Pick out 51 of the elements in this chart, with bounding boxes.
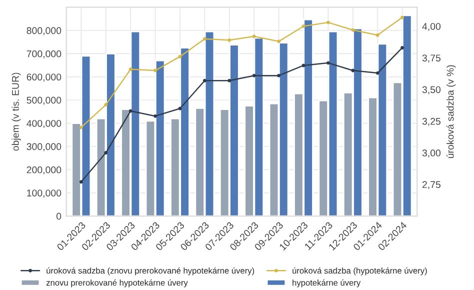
point xyxy=(202,78,206,82)
legend-label: znovu prerokované hypotekárne úvery xyxy=(46,279,188,288)
point xyxy=(302,64,306,68)
point xyxy=(351,68,355,72)
y-tick-label: 200,000 xyxy=(26,166,62,174)
point xyxy=(302,24,306,28)
point xyxy=(202,37,206,41)
point xyxy=(400,16,404,20)
point xyxy=(277,74,281,78)
y-tick-label: 0 xyxy=(56,212,62,220)
point xyxy=(178,106,182,110)
point xyxy=(79,180,83,184)
y-tick-label: 400,000 xyxy=(26,120,62,128)
point xyxy=(252,74,256,78)
point xyxy=(252,34,256,38)
point xyxy=(228,78,232,82)
point xyxy=(154,68,158,72)
line-series xyxy=(79,46,404,184)
point xyxy=(326,20,330,24)
point xyxy=(326,61,330,65)
point xyxy=(104,102,108,106)
point xyxy=(376,33,380,37)
y-tick-label: 800,000 xyxy=(26,27,62,36)
point xyxy=(154,114,158,118)
y2-tick-label: 3,50 xyxy=(422,86,441,94)
point xyxy=(104,151,108,155)
y2-tick-label: 3,75 xyxy=(422,54,440,63)
y2-tick-label: 3,00 xyxy=(422,150,441,158)
point xyxy=(277,40,281,44)
y-tick-label: 700,000 xyxy=(26,50,62,58)
y2-tick-label: 2,75 xyxy=(422,181,440,190)
y-tick-label: 300,000 xyxy=(26,143,62,152)
legend-label: hypotekárne úvery xyxy=(292,279,361,288)
y2-tick-label: 4,00 xyxy=(422,22,441,31)
point xyxy=(79,126,83,130)
point xyxy=(228,38,232,42)
y-tick-label: 500,000 xyxy=(26,96,62,105)
point xyxy=(400,46,404,50)
point xyxy=(128,109,132,113)
point xyxy=(351,28,355,32)
y-tick-label: 600,000 xyxy=(26,74,62,82)
legend-label: úroková sadzba (hypotekárne úvery) xyxy=(292,267,427,276)
y-tick-label: 100,000 xyxy=(27,190,62,198)
point xyxy=(178,54,182,58)
legend-label: úroková sadzba (znovu prerokované hypotekárne úvery) xyxy=(46,267,254,276)
point xyxy=(128,68,132,71)
line-series xyxy=(79,16,404,130)
y2-tick-label: 3,25 xyxy=(422,118,440,126)
point xyxy=(376,71,380,75)
y2-axis-title: úroková sadzba (v %) xyxy=(446,65,456,158)
y-axis-title: objem (v tis. EUR) xyxy=(12,72,21,151)
